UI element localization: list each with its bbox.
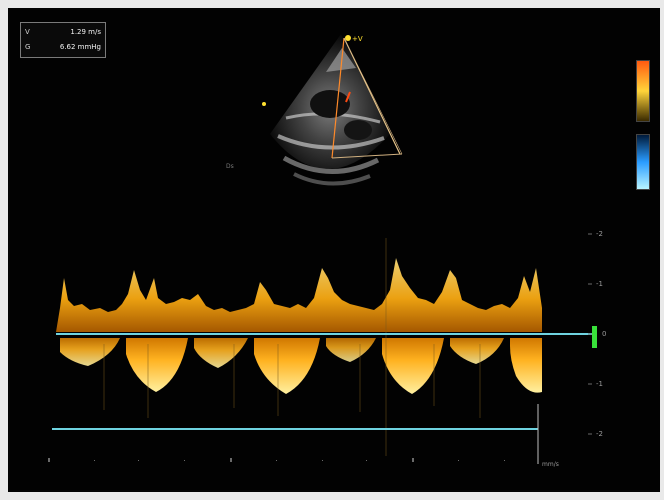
probe-marker: Ds — [226, 163, 234, 170]
scale-label: -2 — [596, 430, 603, 438]
echo-sector: +V — [270, 34, 390, 186]
measurement-box: V 1.29 m/s G 6.62 mmHg — [20, 22, 106, 58]
ultrasound-image: +V Ds — [48, 34, 594, 464]
spectral-doppler-trace — [56, 238, 542, 456]
cursor-label: +V — [352, 35, 363, 43]
scale-label: -2 — [596, 230, 603, 238]
color-map-bottom — [636, 134, 650, 190]
scale-label: 0 — [602, 330, 607, 338]
marker-dot — [262, 102, 266, 106]
scale-label: -1 — [596, 380, 603, 388]
ultrasound-screen: +V Ds — [8, 8, 660, 492]
scale-label: -1 — [596, 280, 603, 288]
velocity-value: 1.29 m/s — [70, 28, 101, 36]
velocity-icon: V — [25, 28, 30, 36]
measurement-row: V 1.29 m/s — [25, 25, 101, 40]
gradient-value: 6.62 mmHg — [59, 43, 101, 51]
color-map-top — [636, 60, 650, 122]
time-axis — [48, 458, 505, 462]
doppler-cursor — [331, 37, 403, 159]
velocity-scale — [588, 233, 592, 435]
gradient-icon: G — [25, 43, 31, 51]
baseline-marker[interactable] — [592, 326, 597, 348]
sweep-speed-label: mm/s — [542, 461, 559, 468]
measurement-row: G 6.62 mmHg — [25, 40, 101, 55]
